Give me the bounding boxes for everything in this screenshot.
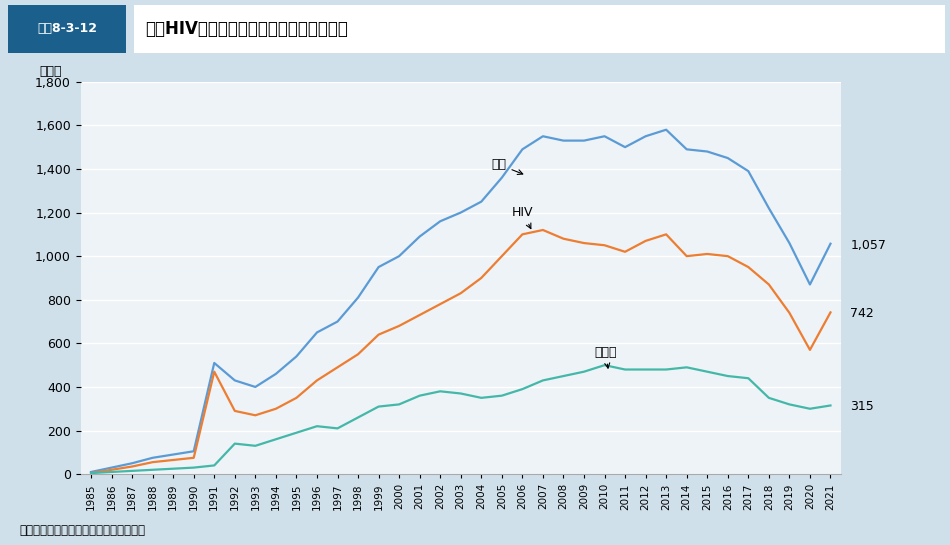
FancyBboxPatch shape [134,4,945,53]
Text: 新規HIV感染者・エイズ患者報告数の推移: 新規HIV感染者・エイズ患者報告数の推移 [145,20,349,38]
Text: HIV: HIV [512,206,534,228]
Text: 図表8-3-12: 図表8-3-12 [37,22,97,35]
Text: （件）: （件） [39,65,62,78]
FancyBboxPatch shape [8,4,126,53]
Text: 合計: 合計 [491,158,523,174]
Text: 資料：厚生労働省エイズ動向委員会報告: 資料：厚生労働省エイズ動向委員会報告 [19,524,145,537]
Text: エイズ: エイズ [595,346,617,368]
